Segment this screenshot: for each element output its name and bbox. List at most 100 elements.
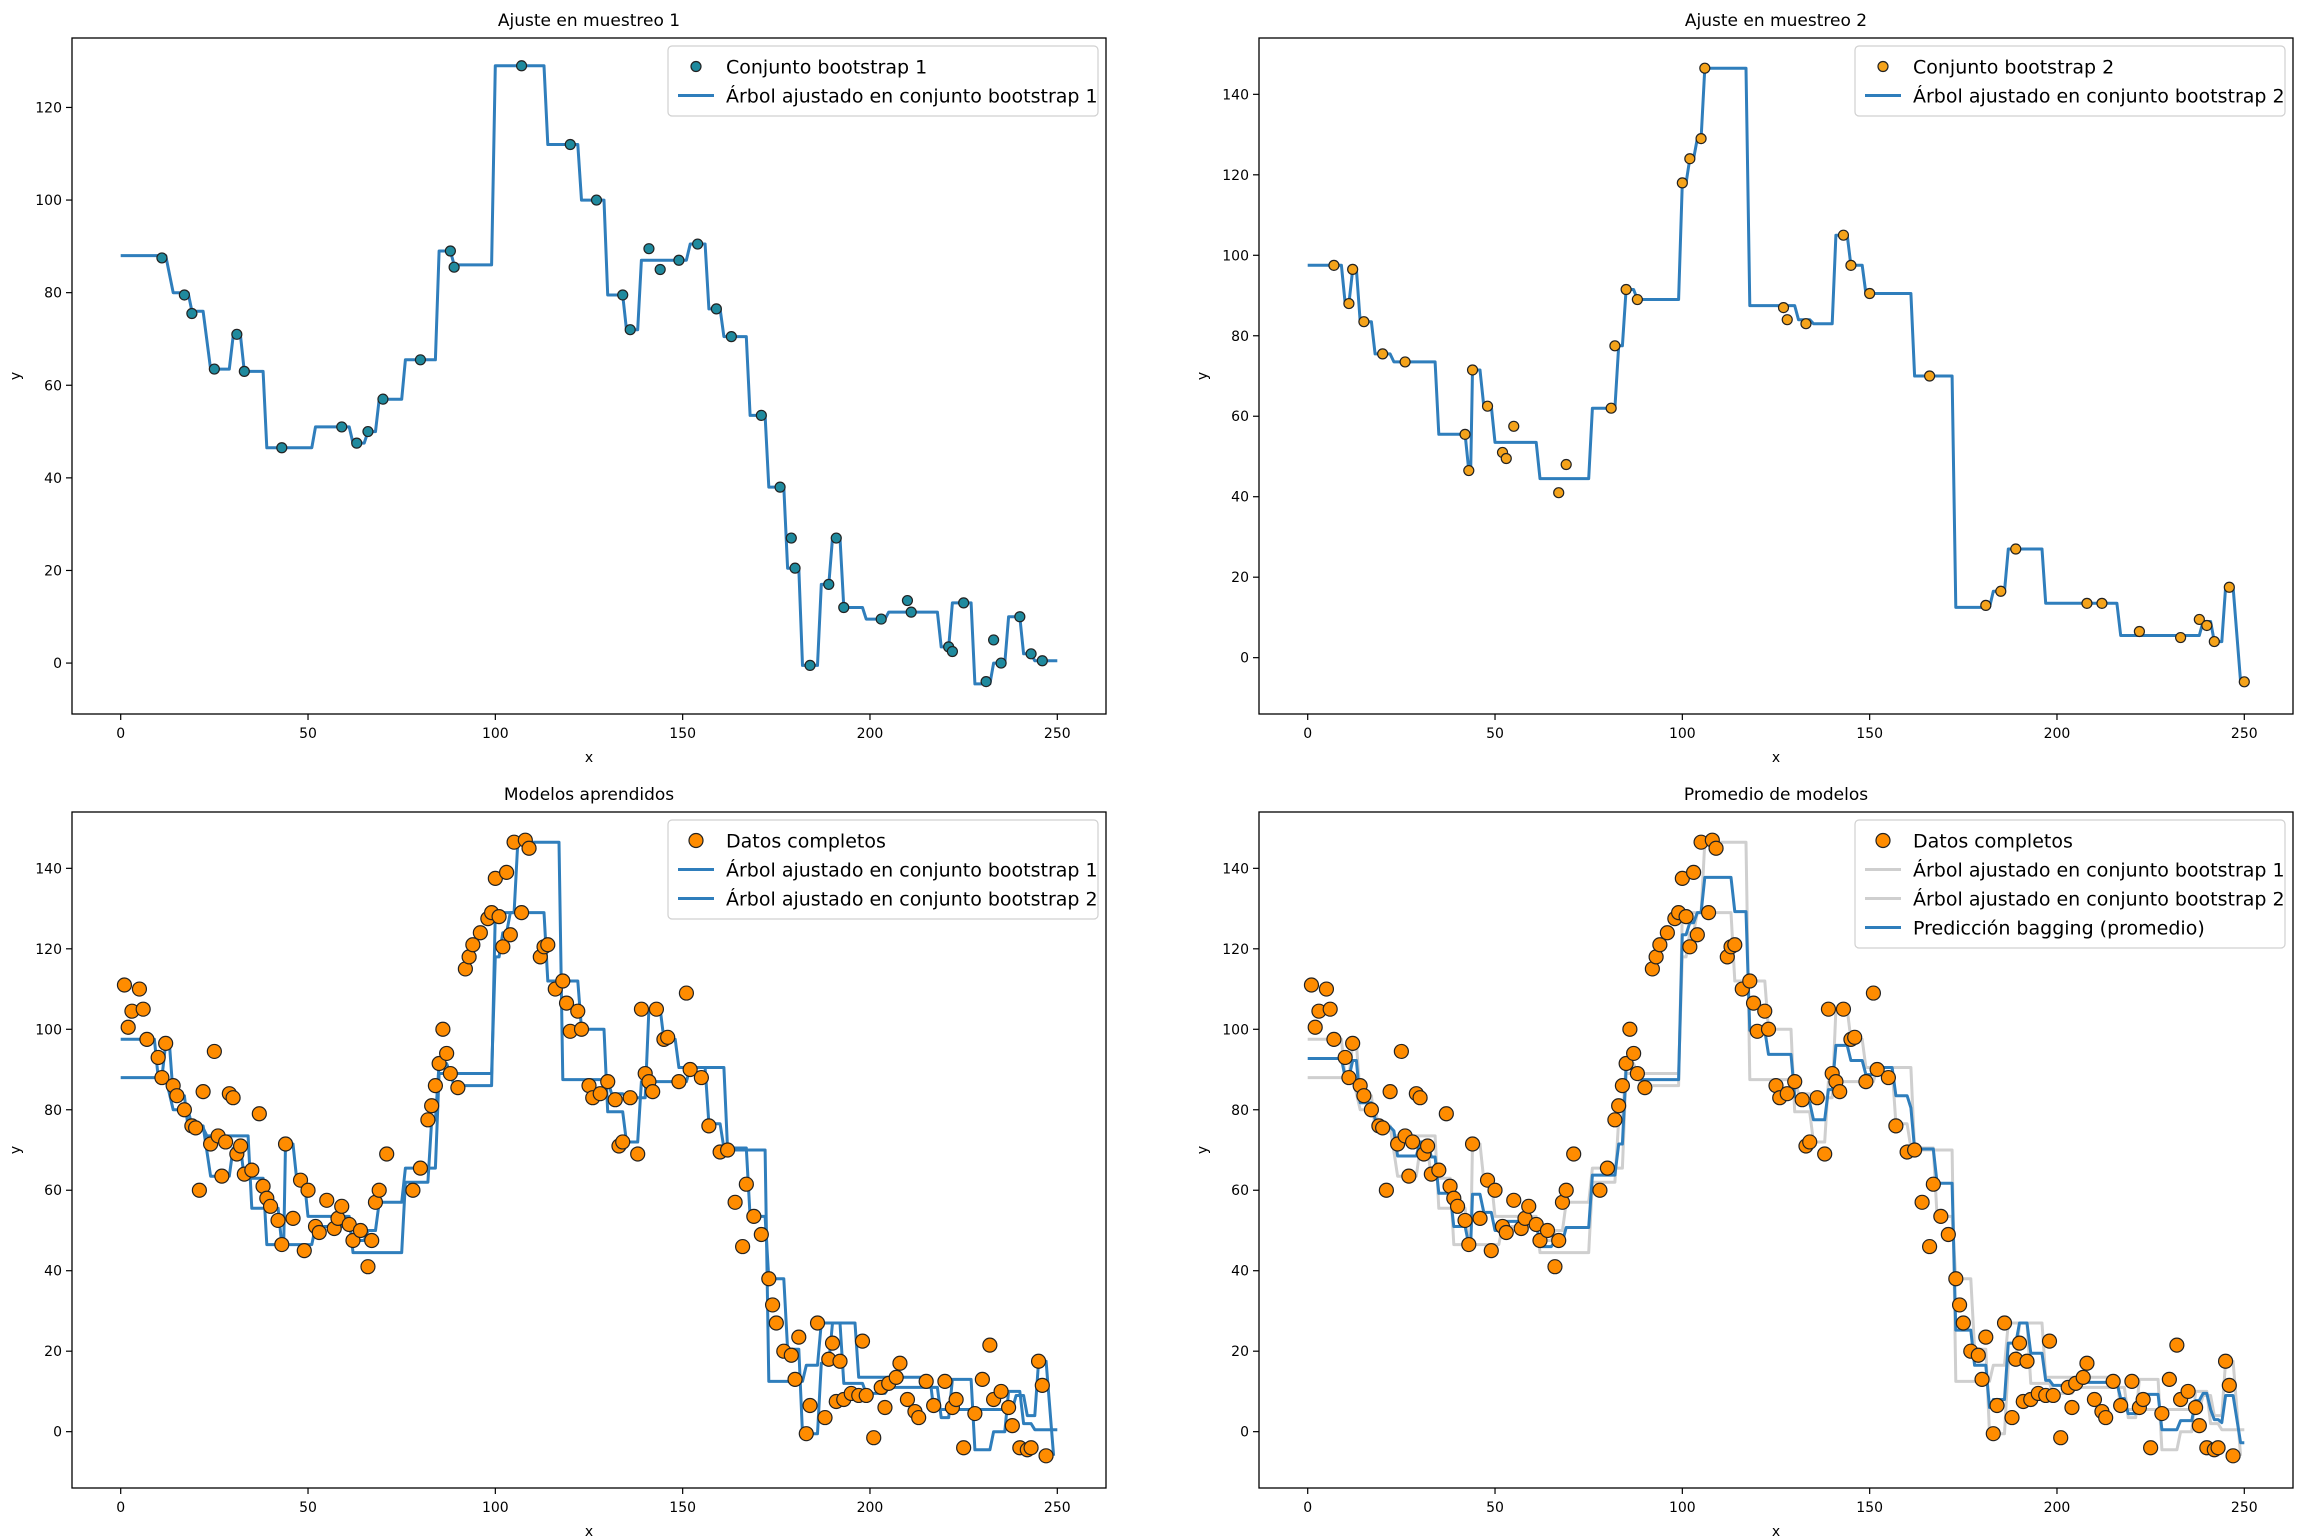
data-point xyxy=(678,985,695,1001)
data-point xyxy=(564,138,576,151)
data-point xyxy=(1481,400,1494,412)
data-point xyxy=(1618,1055,1634,1072)
data-point xyxy=(1880,1069,1896,1086)
data-point xyxy=(701,1118,717,1134)
data-point xyxy=(2041,1333,2058,1349)
legend-label: Predicción bagging (promedio) xyxy=(1913,918,2205,940)
data-point xyxy=(2187,1399,2204,1416)
data-point xyxy=(498,864,515,880)
data-point xyxy=(899,1391,916,1408)
data-point xyxy=(948,1391,964,1408)
data-point xyxy=(1779,1086,1795,1102)
data-point xyxy=(633,1001,650,1017)
chart-title: Modelos aprendidos xyxy=(504,785,674,805)
data-point xyxy=(2011,1335,2028,1351)
data-point xyxy=(1802,1134,1818,1150)
data-point xyxy=(693,1069,709,1086)
data-point xyxy=(1689,927,1705,943)
legend-label: Árbol ajustado en conjunto bootstrap 1 xyxy=(1913,859,2285,882)
data-point xyxy=(643,243,655,255)
data-point xyxy=(1307,1019,1323,1035)
legend-label: Conjunto bootstrap 1 xyxy=(726,57,927,79)
data-point xyxy=(1676,177,1688,189)
y-tick-label: 0 xyxy=(53,1425,62,1441)
legend-label: Conjunto bootstrap 2 xyxy=(1913,57,2114,79)
data-point xyxy=(277,1136,294,1152)
data-point xyxy=(2133,625,2145,638)
data-point xyxy=(120,1019,136,1035)
data-point xyxy=(377,393,389,405)
data-point xyxy=(888,1369,904,1385)
data-point xyxy=(1498,1224,1514,1241)
legend: Conjunto bootstrap 2 Árbol ajustado en co… xyxy=(1854,45,2286,117)
data-point xyxy=(823,578,835,590)
axes-frame xyxy=(1258,811,2294,1489)
data-point xyxy=(1472,1210,1488,1227)
data-point xyxy=(858,1387,874,1404)
data-point xyxy=(988,634,1000,646)
data-point xyxy=(2098,1409,2114,1426)
data-point xyxy=(1419,1138,1436,1154)
data-point xyxy=(1607,1112,1623,1128)
data-point xyxy=(1888,1118,1904,1134)
legend-box xyxy=(1854,819,2286,949)
data-point xyxy=(176,1102,192,1118)
data-point xyxy=(558,995,575,1011)
y-axis-label: y xyxy=(1195,372,1211,380)
data-point xyxy=(1553,487,1565,499)
legend-box xyxy=(667,819,1099,920)
data-point xyxy=(2096,597,2108,609)
data-point xyxy=(1925,1176,1941,1192)
data-point xyxy=(2004,1409,2020,1426)
data-point xyxy=(319,1192,335,1208)
x-tick-label: 50 xyxy=(1486,726,1504,742)
data-point xyxy=(854,1333,871,1349)
data-point xyxy=(2223,581,2235,593)
legend-box xyxy=(1854,45,2286,117)
data-point xyxy=(1014,611,1026,623)
series-line-3 xyxy=(1307,875,2245,1445)
data-point xyxy=(2221,1377,2237,1393)
y-tick-label: 80 xyxy=(1231,329,1249,345)
data-point xyxy=(1000,1399,1017,1416)
data-point xyxy=(622,1090,638,1106)
data-point xyxy=(824,1335,841,1351)
scatter-series xyxy=(156,60,1048,688)
data-point xyxy=(2169,1337,2185,1353)
data-point xyxy=(1659,925,1675,941)
legend-marker xyxy=(1877,60,1889,73)
data-point xyxy=(1405,1134,1421,1150)
x-tick-label: 100 xyxy=(1669,1500,1696,1516)
data-point xyxy=(648,1001,665,1017)
x-tick-label: 250 xyxy=(2231,1500,2258,1516)
series-line-1 xyxy=(120,64,1058,686)
y-tick-label: 120 xyxy=(35,942,62,958)
y-tick-label: 100 xyxy=(35,1022,62,1038)
data-point xyxy=(1794,1092,1810,1108)
data-point xyxy=(2079,1355,2095,1371)
data-point xyxy=(135,1001,151,1017)
axes-frame xyxy=(1258,37,2294,715)
x-axis: 0 50 100 150 200 250 x xyxy=(1303,714,2258,766)
data-point xyxy=(738,1176,754,1192)
data-point xyxy=(817,1409,833,1426)
y-tick-label: 60 xyxy=(1231,409,1249,425)
data-point xyxy=(364,1232,380,1249)
data-point xyxy=(2175,631,2187,644)
data-point xyxy=(692,238,704,250)
data-point xyxy=(1457,1212,1473,1229)
data-point xyxy=(502,927,518,943)
data-point xyxy=(1345,1035,1361,1051)
data-point xyxy=(875,613,887,625)
x-tick-label: 250 xyxy=(1044,726,1071,742)
data-point xyxy=(1347,263,1359,275)
data-point xyxy=(1809,1090,1825,1106)
data-point xyxy=(232,1138,249,1154)
x-tick-label: 200 xyxy=(2044,726,2071,742)
data-point xyxy=(2161,1371,2177,1387)
data-point xyxy=(2105,1373,2121,1389)
y-tick-label: 40 xyxy=(44,1264,62,1280)
data-point xyxy=(774,481,786,493)
data-point xyxy=(225,1090,241,1106)
data-point xyxy=(1326,1031,1342,1047)
